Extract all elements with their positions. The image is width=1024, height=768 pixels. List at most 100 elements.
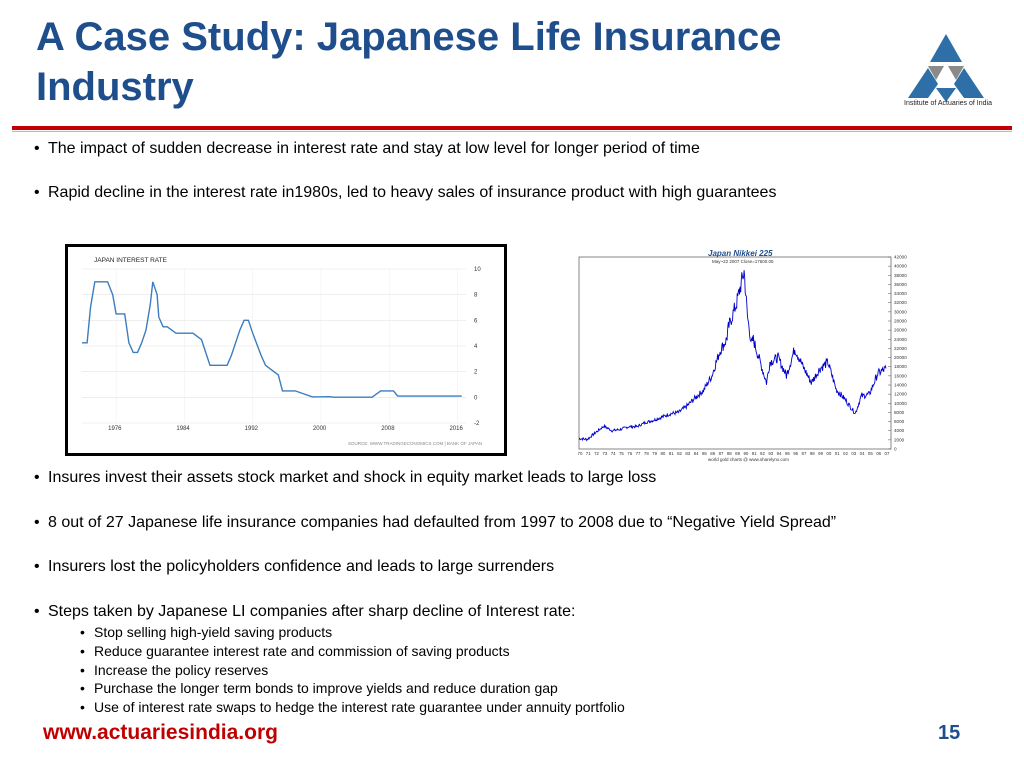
bullet-top-2: • Rapid decline in the interest rate in19… <box>34 184 777 201</box>
interest-x-tick: 2008 <box>381 426 395 432</box>
nikkei-y-tick: 38000 <box>894 273 907 278</box>
nikkei-chart-credit: world gold charts @ www.sharelynx.com <box>708 457 789 462</box>
nikkei-x-tick: 84 <box>694 451 699 456</box>
bullet-bottom-3-text: Insurers lost the policyholders confiden… <box>48 558 555 575</box>
logo-triangle-top <box>930 34 962 62</box>
nikkei-x-tick: 93 <box>768 451 773 456</box>
sub-bullet-4: • Purchase the longer term bonds to impro… <box>80 680 558 696</box>
nikkei-x-tick: 95 <box>785 451 790 456</box>
nikkei-y-tick: 14000 <box>894 383 907 388</box>
interest-y-tick: -2 <box>474 421 480 427</box>
bullet-top-1: • The impact of sudden decrease in intere… <box>34 140 700 157</box>
interest-chart-title: JAPAN INTEREST RATE <box>94 257 168 264</box>
actuaries-india-logo <box>908 34 984 102</box>
nikkei-y-tick: 18000 <box>894 364 907 369</box>
interest-x-tick: 1992 <box>245 426 259 432</box>
sub-bullet-1: • Stop selling high-yield saving products <box>80 624 333 640</box>
page-number: 15 <box>938 722 961 744</box>
nikkei-x-tick: 70 <box>578 451 583 456</box>
bullet-bottom-1-text: Insures invest their assets stock market… <box>48 469 657 486</box>
footer-url[interactable]: www.actuariesindia.org <box>43 721 278 744</box>
sub-bullet-2: • Reduce guarantee interest rate and comm… <box>80 643 510 659</box>
nikkei-y-tick: 12000 <box>894 392 907 397</box>
nikkei-chart-frame: Japan Nikkei 225 May~22 2007 Close=17600… <box>578 247 912 463</box>
nikkei-x-tick: 74 <box>611 451 616 456</box>
sub-bullet-5-text: Use of interest rate swaps to hedge the … <box>94 699 625 715</box>
nikkei-x-tick: 94 <box>777 451 782 456</box>
sub-bullet-3-text: Increase the policy reserves <box>94 662 269 678</box>
nikkei-x-tick: 06 <box>876 451 881 456</box>
nikkei-x-tick: 91 <box>752 451 757 456</box>
nikkei-y-tick: 42000 <box>894 255 907 260</box>
bullet-bottom-2-text: 8 out of 27 Japanese life insurance comp… <box>48 514 837 531</box>
nikkei-y-tick: 6000 <box>894 419 905 424</box>
nikkei-x-tick: 72 <box>594 451 599 456</box>
interest-y-tick: 2 <box>474 370 478 376</box>
logo-triangle-bottom <box>936 88 956 102</box>
bullet-top-2-text: Rapid decline in the interest rate in198… <box>48 184 777 201</box>
bullet-bottom-4: • Steps taken by Japanese LI companies af… <box>34 603 576 620</box>
nikkei-x-tick: 01 <box>835 451 840 456</box>
interest-rate-chart: JAPAN INTEREST RATE 10 8 6 4 2 0 -2 1976 1984 19… <box>82 257 482 446</box>
interest-rate-chart-frame: JAPAN INTEREST RATE 10 8 6 4 2 0 -2 1976 1984 19… <box>65 244 507 456</box>
nikkei-y-tick: 16000 <box>894 373 907 378</box>
bullet-bottom-4-text: Steps taken by Japanese LI companies aft… <box>48 603 576 620</box>
bullet-bottom-1: • Insures invest their assets stock marke… <box>34 469 657 486</box>
bullet-bottom-2: • 8 out of 27 Japanese life insurance com… <box>34 514 837 531</box>
nikkei-x-tick: 90 <box>743 451 748 456</box>
nikkei-x-tick: 98 <box>810 451 815 456</box>
interest-rate-series <box>82 281 462 398</box>
nikkei-x-tick: 75 <box>619 451 624 456</box>
sub-bullet-2-text: Reduce guarantee interest rate and commi… <box>94 643 510 659</box>
nikkei-y-tick: 10000 <box>894 401 907 406</box>
sub-bullet-1-text: Stop selling high-yield saving products <box>94 624 333 640</box>
nikkei-x-tick: 99 <box>818 451 823 456</box>
nikkei-x-tick: 85 <box>702 451 707 456</box>
nikkei-y-tick: 4000 <box>894 428 905 433</box>
nikkei-x-tick: 07 <box>885 451 890 456</box>
nikkei-x-tick: 04 <box>860 451 865 456</box>
title-rule-shadow <box>12 131 1012 132</box>
logo-triangle-left <box>928 66 944 80</box>
nikkei-x-tick: 87 <box>719 451 724 456</box>
slide-title: A Case Study: Japanese Life Insurance In… <box>36 15 782 109</box>
nikkei-y-tick: 36000 <box>894 282 907 287</box>
nikkei-x-tick: 97 <box>802 451 807 456</box>
nikkei-plot-border <box>578 256 892 450</box>
nikkei-y-tick: 28000 <box>894 319 907 324</box>
nikkei-x-tick: 76 <box>627 451 632 456</box>
logo-shape-left <box>908 68 938 98</box>
sub-bullet-4-text: Purchase the longer term bonds to improv… <box>94 680 558 696</box>
nikkei-y-tick: 8000 <box>894 410 905 415</box>
nikkei-x-tick: 77 <box>636 451 641 456</box>
interest-y-tick: 10 <box>474 267 481 273</box>
nikkei-x-tick: 82 <box>677 451 682 456</box>
nikkei-x-tick: 00 <box>826 451 831 456</box>
nikkei-series <box>578 270 887 442</box>
nikkei-x-tick: 88 <box>727 451 732 456</box>
logo-shape-right <box>954 68 984 98</box>
nikkei-x-tick: 05 <box>868 451 873 456</box>
nikkei-y-tick: 20000 <box>894 355 907 360</box>
nikkei-y-tick: 22000 <box>894 346 907 351</box>
nikkei-chart-subtitle: May~22 2007 Close=17600.05 <box>712 259 774 264</box>
interest-y-tick: 8 <box>474 293 478 299</box>
interest-y-tick: 4 <box>474 344 478 350</box>
nikkei-chart-title: Japan Nikkei 225 <box>708 249 773 258</box>
interest-y-tick: 0 <box>474 395 478 401</box>
nikkei-x-tick: 81 <box>669 451 674 456</box>
nikkei-x-tick: 86 <box>710 451 715 456</box>
nikkei-x-tick: 71 <box>586 451 591 456</box>
sub-bullet-3: • Increase the policy reserves <box>80 662 269 678</box>
logo-triangle-right <box>948 66 964 80</box>
nikkei-x-tick: 79 <box>652 451 657 456</box>
nikkei-x-tick: 03 <box>851 451 856 456</box>
nikkei-y-tick: 32000 <box>894 300 907 305</box>
interest-x-tick: 2000 <box>313 426 327 432</box>
nikkei-y-tick: 26000 <box>894 328 907 333</box>
interest-x-tick: 1984 <box>176 426 190 432</box>
nikkei-x-tick: 96 <box>793 451 798 456</box>
bullet-top-1-text: The impact of sudden decrease in interes… <box>48 140 700 157</box>
nikkei-x-tick: 78 <box>644 451 649 456</box>
interest-x-tick: 1976 <box>108 426 122 432</box>
